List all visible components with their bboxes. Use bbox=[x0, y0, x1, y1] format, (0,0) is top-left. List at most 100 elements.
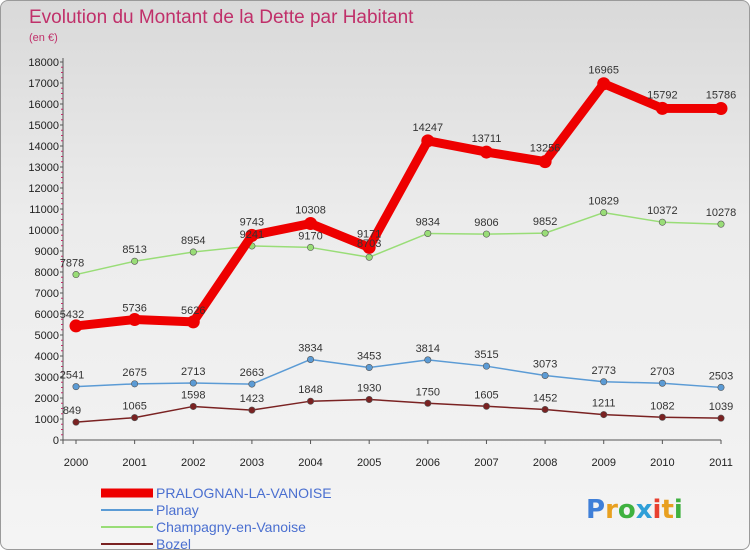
legend-label: Bozel bbox=[156, 536, 191, 550]
chart-subtitle: (en €) bbox=[29, 32, 58, 44]
data-label: 10829 bbox=[588, 196, 619, 208]
data-point bbox=[365, 253, 373, 261]
data-label: 3453 bbox=[357, 350, 381, 362]
y-tick-label: 1000 bbox=[35, 414, 59, 426]
y-tick-label: 12000 bbox=[28, 183, 59, 195]
y-tick-label: 14000 bbox=[28, 141, 59, 153]
data-label: 15792 bbox=[647, 89, 678, 101]
data-label: 3073 bbox=[533, 358, 557, 370]
data-label: 1065 bbox=[122, 401, 146, 413]
data-label: 10372 bbox=[647, 205, 678, 217]
data-label: 9834 bbox=[416, 216, 440, 228]
data-label: 1423 bbox=[240, 393, 264, 405]
data-point bbox=[541, 229, 549, 237]
data-label: 5626 bbox=[181, 305, 205, 317]
data-point bbox=[365, 363, 373, 371]
data-label: 1930 bbox=[357, 382, 381, 394]
data-point bbox=[72, 383, 80, 391]
data-label: 2541 bbox=[60, 370, 84, 382]
data-label: 14247 bbox=[413, 122, 444, 134]
data-label: 849 bbox=[63, 405, 81, 417]
data-label: 8513 bbox=[122, 244, 146, 256]
axes: 0 1000 2000 3000 4000 5000 6000 7000 8000 9000 100… bbox=[28, 57, 732, 469]
data-label: 10278 bbox=[706, 207, 737, 219]
data-point bbox=[597, 77, 611, 91]
data-label: 2773 bbox=[591, 365, 615, 377]
logo-letter: x bbox=[636, 495, 653, 525]
data-label: 2503 bbox=[709, 370, 733, 382]
data-label: 3814 bbox=[416, 343, 440, 355]
data-point bbox=[131, 380, 139, 388]
data-point bbox=[362, 240, 376, 254]
x-tick-label: 2000 bbox=[64, 457, 88, 469]
legend: PRALOGNAN-LA-VANOISEPlanayChampagny-en-V… bbox=[101, 485, 332, 550]
x-tick-label: 2011 bbox=[709, 457, 733, 469]
y-tick-label: 11000 bbox=[29, 204, 59, 216]
x-tick-label: 2004 bbox=[298, 457, 322, 469]
data-label: 8703 bbox=[357, 238, 381, 250]
data-point bbox=[717, 383, 725, 391]
data-point bbox=[245, 228, 259, 242]
data-label: 1750 bbox=[416, 386, 440, 398]
data-point bbox=[658, 379, 666, 387]
data-point bbox=[189, 248, 197, 256]
y-tick-label: 13000 bbox=[28, 162, 59, 174]
data-point bbox=[128, 313, 142, 327]
x-tick-label: 2005 bbox=[357, 457, 381, 469]
y-tick-label: 18000 bbox=[28, 57, 59, 69]
y-tick-label: 0 bbox=[53, 435, 59, 447]
legend-label: Champagny-en-Vanoise bbox=[156, 519, 306, 535]
data-point bbox=[482, 402, 490, 410]
data-point bbox=[424, 229, 432, 237]
x-tick-label: 2008 bbox=[533, 457, 557, 469]
chart-title: Evolution du Montant de la Dette par Hab… bbox=[29, 7, 414, 28]
series-line-3 bbox=[75, 398, 722, 423]
data-point bbox=[600, 209, 608, 217]
data-point bbox=[658, 218, 666, 226]
x-tick-label: 2003 bbox=[240, 457, 264, 469]
data-label: 2675 bbox=[122, 367, 146, 379]
logo-letter: P bbox=[586, 495, 605, 525]
data-point bbox=[482, 362, 490, 370]
y-tick-label: 4000 bbox=[35, 351, 59, 363]
data-label: 13256 bbox=[530, 143, 561, 155]
data-point bbox=[189, 379, 197, 387]
data-point bbox=[714, 101, 728, 115]
data-point bbox=[307, 397, 315, 405]
data-label: 3834 bbox=[298, 342, 322, 354]
data-point bbox=[424, 356, 432, 364]
series-line-1 bbox=[75, 358, 722, 389]
data-point bbox=[131, 257, 139, 265]
data-label: 5432 bbox=[60, 309, 84, 321]
logo-letter: r bbox=[605, 495, 618, 525]
data-point bbox=[717, 220, 725, 228]
data-label: 1452 bbox=[533, 393, 557, 405]
data-label: 1598 bbox=[181, 389, 205, 401]
data-point bbox=[479, 145, 493, 159]
logo-letter: i bbox=[653, 495, 662, 525]
data-point bbox=[307, 243, 315, 251]
x-tick-label: 2006 bbox=[416, 457, 440, 469]
data-label: 2713 bbox=[181, 366, 205, 378]
data-label: 9806 bbox=[474, 217, 498, 229]
x-tick-label: 2010 bbox=[650, 457, 674, 469]
data-label: 2703 bbox=[650, 366, 674, 378]
data-label: 10308 bbox=[295, 205, 326, 217]
data-label: 5736 bbox=[122, 303, 146, 315]
data-label: 1848 bbox=[298, 384, 322, 396]
data-label: 1082 bbox=[650, 400, 674, 412]
data-label: 9852 bbox=[533, 216, 557, 228]
data-label: 1039 bbox=[709, 401, 733, 413]
y-tick-label: 6000 bbox=[35, 309, 59, 321]
data-point bbox=[541, 406, 549, 414]
logo-letter: i bbox=[674, 495, 683, 525]
data-label: 16965 bbox=[588, 65, 619, 77]
data-point bbox=[538, 155, 552, 169]
data-label: 8954 bbox=[181, 235, 205, 247]
data-point bbox=[131, 414, 139, 422]
data-point bbox=[655, 101, 669, 115]
data-label: 1605 bbox=[474, 389, 498, 401]
y-tick-label: 9000 bbox=[35, 246, 59, 258]
